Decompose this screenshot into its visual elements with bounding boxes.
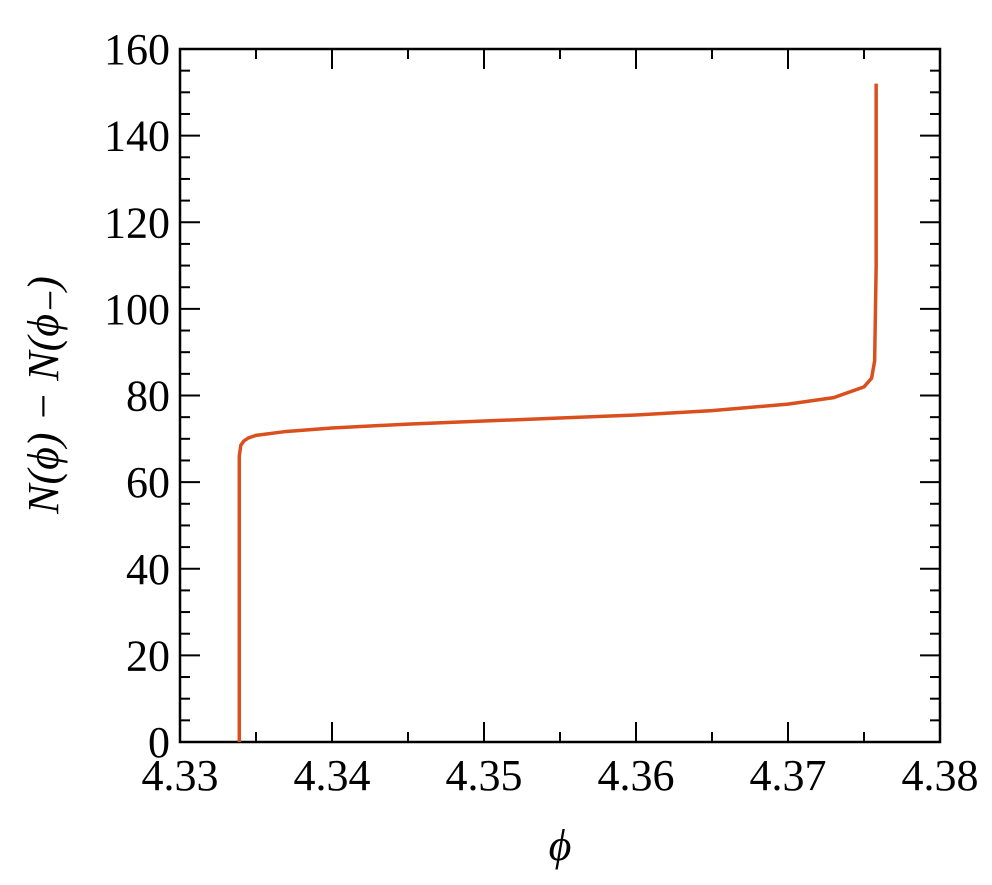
x-tick-label: 4.37 <box>750 751 827 800</box>
y-tick-label: 60 <box>126 458 170 507</box>
y-tick-label: 100 <box>104 285 170 334</box>
x-axis-label: ϕ <box>549 821 572 870</box>
plot-frame <box>178 47 942 744</box>
y-tick-label: 160 <box>104 25 170 74</box>
y-tick-label: 40 <box>126 545 170 594</box>
x-tick-label: 4.36 <box>598 751 675 800</box>
x-tick-label: 4.33 <box>142 751 219 800</box>
x-tick-label: 4.38 <box>902 751 979 800</box>
x-tick-label: 4.34 <box>294 751 371 800</box>
x-tick-label: 4.35 <box>446 751 523 800</box>
y-tick-label: 80 <box>126 372 170 421</box>
y-tick-label: 140 <box>104 112 170 161</box>
data-line <box>237 83 878 742</box>
y-tick-label: 120 <box>104 198 170 247</box>
y-tick-label: 0 <box>148 718 170 767</box>
y-axis-label: N(ϕ) − N(ϕ₋) <box>19 276 68 515</box>
y-tick-label: 20 <box>126 631 170 680</box>
